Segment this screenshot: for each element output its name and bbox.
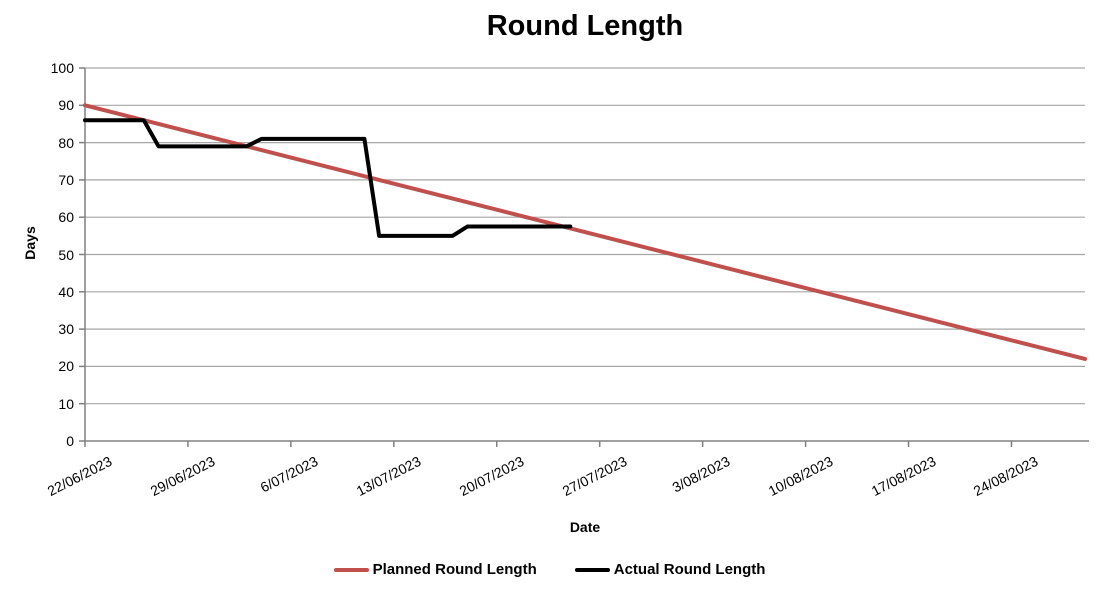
actual-line-swatch [574, 567, 610, 572]
x-axis-title: Date [569, 519, 601, 535]
y-tick-label: 90 [58, 97, 74, 114]
y-tick-label: 0 [66, 433, 74, 449]
y-tick-label: 70 [58, 171, 74, 188]
legend-item-actual: Actual Round Length [574, 561, 766, 578]
y-tick-label: 30 [58, 321, 74, 338]
y-tick-label: 50 [58, 246, 74, 263]
y-tick-label: 60 [58, 209, 74, 226]
legend-label-actual: Actual Round Length [613, 561, 766, 578]
legend-label-planned: Planned Round Length [372, 561, 537, 578]
planned-series-line [83, 103, 1087, 361]
y-tick-label: 10 [58, 395, 74, 412]
y-tick-label: 20 [58, 358, 74, 375]
planned-line-swatch [333, 567, 369, 572]
legend-item-planned: Planned Round Length [333, 561, 537, 578]
chart-title: Round Length [486, 10, 684, 42]
y-tick-label: 100 [50, 60, 74, 76]
y-tick-label: 40 [58, 283, 74, 300]
actual-series-line [83, 118, 573, 238]
legend: Planned Round Length Actual Round Length [0, 561, 1099, 578]
y-tick-label: 80 [58, 134, 74, 151]
